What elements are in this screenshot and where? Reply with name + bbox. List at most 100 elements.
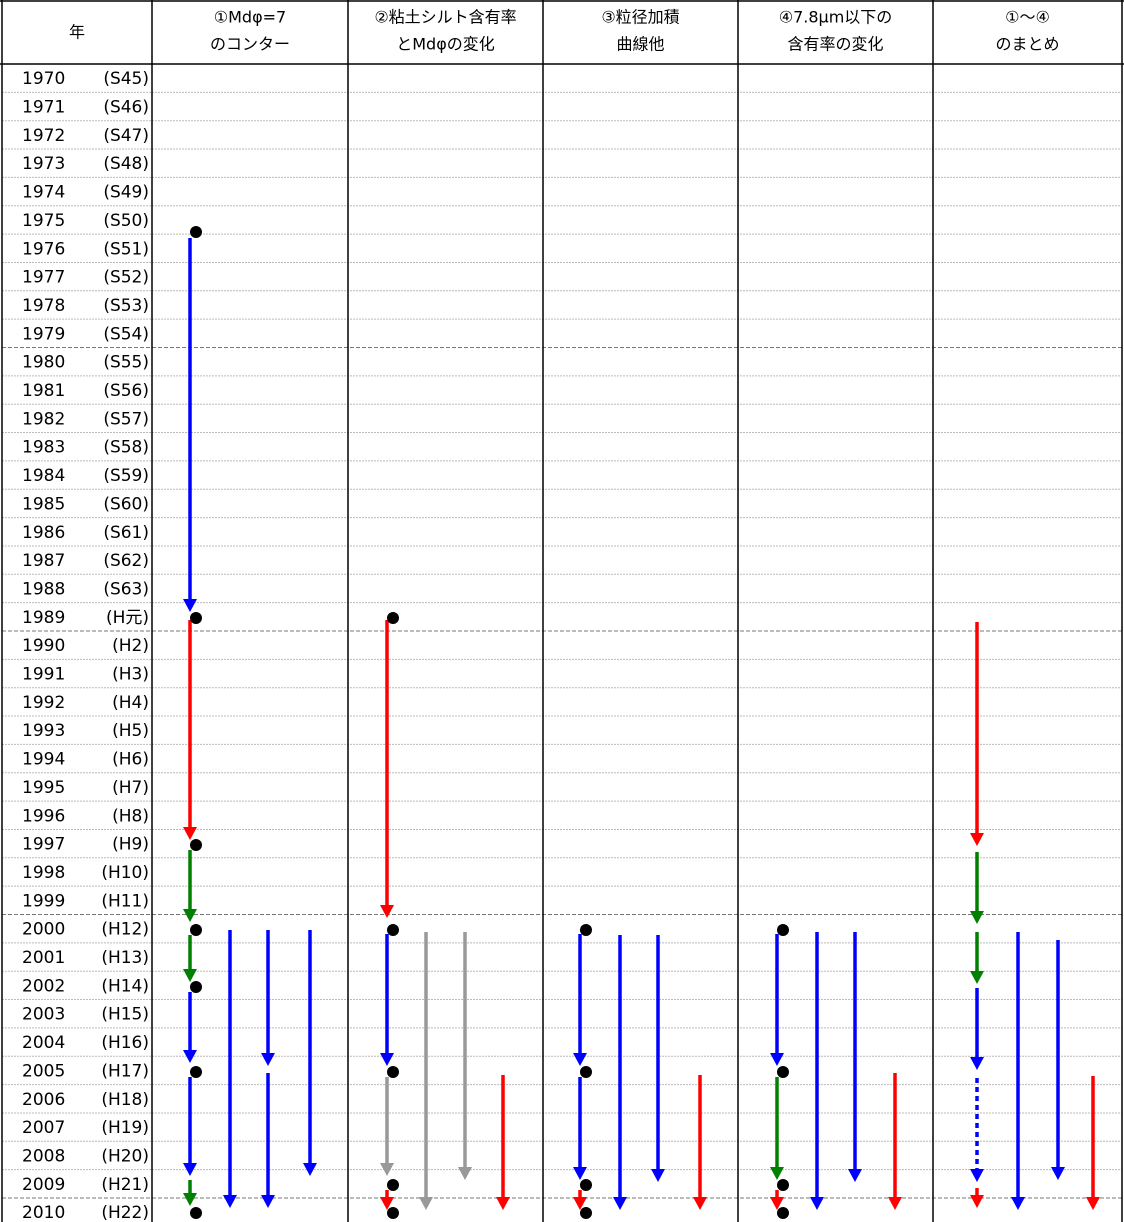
dot bbox=[190, 226, 202, 238]
year: 1983 bbox=[22, 438, 65, 458]
year: 1971 bbox=[22, 98, 65, 118]
era: (S48) bbox=[103, 154, 149, 174]
dot bbox=[190, 1066, 202, 1078]
era: (H3) bbox=[112, 665, 149, 685]
year: 1973 bbox=[22, 154, 65, 174]
year: 1990 bbox=[22, 636, 65, 656]
header-text: とMdφの変化 bbox=[396, 35, 495, 54]
arrow-head bbox=[573, 1167, 587, 1180]
year: 2006 bbox=[22, 1090, 65, 1110]
year: 1974 bbox=[22, 183, 65, 203]
era: (H16) bbox=[101, 1033, 149, 1053]
year: 1996 bbox=[22, 806, 65, 826]
dot bbox=[387, 612, 399, 624]
arrow-head bbox=[888, 1197, 902, 1210]
era: (H6) bbox=[112, 750, 149, 770]
arrow-head bbox=[496, 1197, 510, 1210]
dot bbox=[777, 924, 789, 936]
era: (S58) bbox=[103, 438, 149, 458]
year: 2002 bbox=[22, 976, 65, 996]
arrow-head bbox=[458, 1167, 472, 1180]
header-year: 年 bbox=[69, 23, 85, 42]
dot bbox=[190, 839, 202, 851]
arrow-head bbox=[970, 1169, 984, 1182]
era: (H22) bbox=[101, 1203, 149, 1222]
arrow-head bbox=[303, 1163, 317, 1176]
arrow-head bbox=[380, 1053, 394, 1066]
dot bbox=[580, 1066, 592, 1078]
era: (S53) bbox=[103, 296, 149, 316]
arrow-head bbox=[261, 1195, 275, 1208]
year: 2000 bbox=[22, 920, 65, 940]
year: 2004 bbox=[22, 1033, 65, 1053]
era: (S62) bbox=[103, 551, 149, 571]
arrow-head bbox=[183, 909, 197, 922]
era: (S47) bbox=[103, 126, 149, 146]
era: (S54) bbox=[103, 324, 149, 344]
era: (S59) bbox=[103, 466, 149, 486]
arrow-head bbox=[1051, 1167, 1065, 1180]
arrow-head bbox=[613, 1197, 627, 1210]
year: 2007 bbox=[22, 1118, 65, 1138]
header-text: ②粘土シルト含有率 bbox=[374, 8, 516, 27]
arrow-head bbox=[380, 1163, 394, 1176]
dot bbox=[387, 1207, 399, 1219]
year: 1998 bbox=[22, 863, 65, 883]
arrow-head bbox=[183, 969, 197, 982]
era: (S50) bbox=[103, 211, 149, 231]
dot bbox=[387, 1066, 399, 1078]
era: (H11) bbox=[101, 891, 149, 911]
era: (H2) bbox=[112, 636, 149, 656]
year: 1994 bbox=[22, 750, 65, 770]
year: 1982 bbox=[22, 409, 65, 429]
arrow-head bbox=[183, 599, 197, 612]
era: (S56) bbox=[103, 381, 149, 401]
arrow-head bbox=[770, 1053, 784, 1066]
year: 1970 bbox=[22, 69, 65, 89]
year: 1991 bbox=[22, 665, 65, 685]
year: 1999 bbox=[22, 891, 65, 911]
year: 1993 bbox=[22, 721, 65, 741]
era: (H4) bbox=[112, 693, 149, 713]
dot bbox=[387, 924, 399, 936]
era: (H19) bbox=[101, 1118, 149, 1138]
arrow-head bbox=[970, 1057, 984, 1070]
year: 1987 bbox=[22, 551, 65, 571]
era: (H14) bbox=[101, 976, 149, 996]
arrow-head bbox=[380, 1197, 394, 1210]
era: (H21) bbox=[101, 1175, 149, 1195]
arrow-head bbox=[848, 1169, 862, 1182]
era: (H7) bbox=[112, 778, 149, 798]
arrow-head bbox=[693, 1197, 707, 1210]
year: 1975 bbox=[22, 211, 65, 231]
era: (S61) bbox=[103, 523, 149, 543]
arrow-head bbox=[419, 1197, 433, 1210]
arrow-head bbox=[810, 1197, 824, 1210]
era: (H9) bbox=[112, 835, 149, 855]
header-text: のコンター bbox=[210, 35, 290, 54]
dot bbox=[190, 612, 202, 624]
era: (S60) bbox=[103, 494, 149, 514]
year: 2001 bbox=[22, 948, 65, 968]
dot bbox=[580, 924, 592, 936]
header-text: 曲線他 bbox=[616, 35, 664, 54]
year: 1981 bbox=[22, 381, 65, 401]
year: 2008 bbox=[22, 1146, 65, 1166]
arrow-head bbox=[183, 1163, 197, 1176]
era: (S46) bbox=[103, 98, 149, 118]
era: (S45) bbox=[103, 69, 149, 89]
era: (H8) bbox=[112, 806, 149, 826]
arrow-head bbox=[573, 1197, 587, 1210]
year: 1995 bbox=[22, 778, 65, 798]
header-text: ④7.8μm以下の bbox=[779, 8, 893, 27]
arrow-head bbox=[1086, 1197, 1100, 1210]
year: 1985 bbox=[22, 494, 65, 514]
era: (S63) bbox=[103, 579, 149, 599]
era: (S57) bbox=[103, 409, 149, 429]
year: 1992 bbox=[22, 693, 65, 713]
arrow-head bbox=[183, 1193, 197, 1206]
era: (H17) bbox=[101, 1061, 149, 1081]
arrow-head bbox=[770, 1167, 784, 1180]
